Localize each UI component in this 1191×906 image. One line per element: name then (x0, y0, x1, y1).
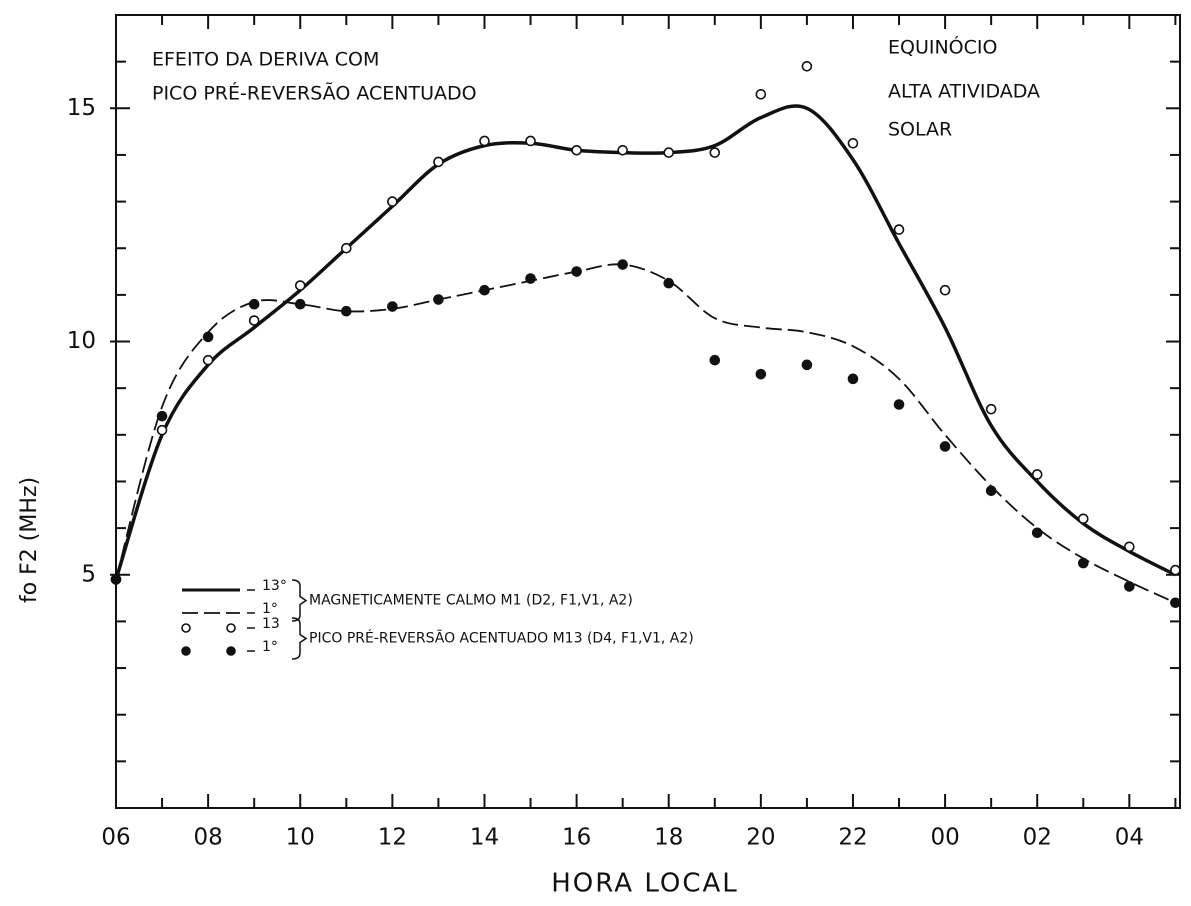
x-tick-label: 18 (654, 825, 683, 851)
x-tick-label: 02 (1023, 825, 1052, 851)
point (433, 156, 444, 168)
point (341, 305, 352, 317)
x-axis-label: HORA LOCAL (551, 869, 739, 899)
point (1077, 557, 1089, 569)
x-tick-label: 10 (286, 825, 315, 851)
annotation: ALTA ATIVIDADA (888, 81, 1040, 103)
point (433, 294, 444, 305)
y-tick-label: 10 (67, 328, 96, 354)
annotation: SOLAR (888, 119, 952, 141)
y-axis-label: fo F2 (MHz) (17, 477, 42, 603)
legend-swatch (181, 646, 191, 656)
legend-brace (291, 579, 308, 622)
legend-brace (291, 617, 308, 660)
annotation: PICO PRÉ-REVERSÃO ACENTUADO (152, 82, 477, 105)
point (479, 284, 490, 296)
point (248, 298, 260, 310)
point (985, 485, 997, 497)
point (801, 359, 813, 371)
point (202, 354, 214, 366)
x-tick-label: 22 (838, 825, 867, 851)
curve (115, 263, 1176, 604)
point (939, 441, 951, 452)
point (341, 242, 352, 254)
point (617, 144, 628, 156)
point (1031, 527, 1043, 539)
point (248, 315, 260, 326)
x-tick-label: 06 (101, 825, 130, 851)
x-tick-label: 08 (193, 825, 222, 851)
x-tick-label: 12 (378, 825, 407, 851)
x-tick-label: 16 (562, 825, 591, 851)
plot-frame (115, 14, 1181, 809)
point (801, 61, 813, 72)
x-tick-label: 20 (746, 825, 775, 851)
point (571, 266, 582, 277)
point (1031, 469, 1043, 480)
curve (114, 104, 1177, 580)
annotation: EFEITO DA DERIVA COM (152, 49, 379, 71)
point (755, 368, 767, 380)
point (1170, 564, 1181, 576)
point (525, 135, 536, 147)
legend-group-label: PICO PRÉ-REVERSÃO ACENTUADO M13 (D4, F1,… (309, 630, 694, 647)
x-tick-label: 00 (930, 825, 959, 851)
point (525, 273, 536, 284)
point (110, 574, 122, 585)
y-tick-label: 15 (67, 95, 96, 121)
point (1124, 581, 1135, 592)
point (387, 301, 398, 312)
point (571, 144, 582, 156)
y-tick-label: 5 (81, 561, 96, 587)
legend-group-label: MAGNETICAMENTE CALMO M1 (D2, F1,V1, A2) (309, 593, 633, 609)
legend-label: 1° (262, 639, 278, 655)
point (709, 147, 721, 158)
annotation: EQUINÓCIO (888, 35, 997, 59)
point (985, 403, 997, 415)
point (294, 280, 306, 291)
point (294, 298, 306, 310)
point (939, 284, 951, 296)
point (202, 331, 214, 343)
point (709, 354, 721, 366)
legend-label: 13° (262, 578, 287, 594)
point (1077, 513, 1089, 525)
point (1124, 541, 1135, 553)
point (847, 373, 859, 385)
legend-swatch (226, 623, 236, 633)
point (663, 277, 675, 289)
legend-label: 1° (262, 601, 278, 617)
point (1170, 597, 1181, 609)
legend-label: 13 (262, 616, 280, 632)
point (479, 135, 490, 147)
x-tick-label: 14 (470, 825, 499, 851)
x-tick-label: 04 (1115, 825, 1144, 851)
legend-swatch (226, 646, 236, 656)
point (847, 137, 859, 149)
legend-swatch (181, 623, 191, 633)
point (156, 424, 168, 436)
point (156, 410, 168, 422)
point (893, 399, 905, 410)
point (893, 224, 905, 235)
point (387, 196, 398, 207)
point (617, 259, 628, 270)
point (663, 147, 675, 158)
point (755, 89, 767, 100)
